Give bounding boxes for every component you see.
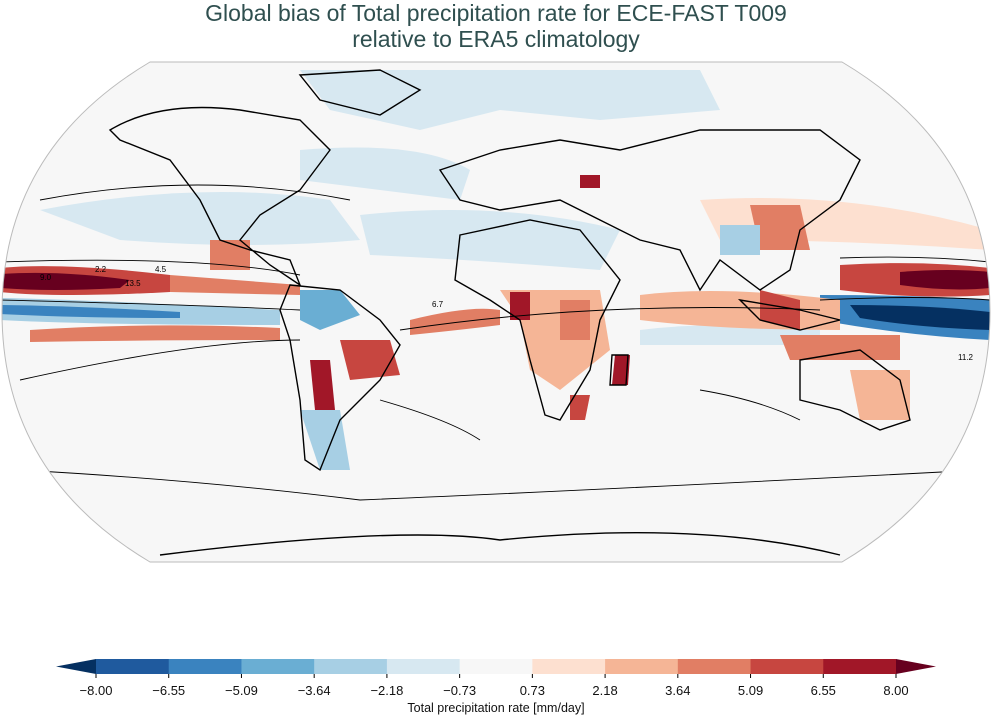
contour-lines <box>2 184 990 501</box>
title-line-1: Global bias of Total precipitation rate … <box>205 0 787 26</box>
colorbar-tick-label: 8.00 <box>883 683 909 698</box>
colorbar-tick-label: −0.73 <box>443 683 477 698</box>
colorbar-over-arrow <box>896 659 936 674</box>
colorbar-segment <box>677 659 752 674</box>
coastlines <box>108 69 911 556</box>
colorbar-tick-label: −6.55 <box>152 683 186 698</box>
colorbar-segment <box>605 659 679 674</box>
chart-title: Global bias of Total precipitation rate … <box>0 0 992 52</box>
colorbar-tick-label: −3.64 <box>297 683 331 698</box>
colorbar-label: Total precipitation rate [mm/day] <box>407 701 585 715</box>
colorbar-tick-label: −8.00 <box>79 683 113 698</box>
colorbar-tick-label: 6.55 <box>810 683 836 698</box>
contour-label: 9.0 <box>40 273 52 282</box>
colorbar-tick-label: 5.09 <box>737 683 764 698</box>
contour-label: 11.2 <box>958 353 974 362</box>
contour-label: 13.5 <box>125 279 141 288</box>
colorbar-segment <box>750 659 824 674</box>
colorbar-segment <box>823 659 897 674</box>
colorbar-tick-label: 0.73 <box>519 683 546 698</box>
contour-label: 2.2 <box>95 265 107 274</box>
colorbar-tick-label: −5.09 <box>225 683 258 698</box>
contour-label: 6.7 <box>432 300 444 309</box>
colorbar-segment <box>386 659 461 674</box>
colorbar-segment <box>168 659 242 674</box>
colorbar <box>56 659 936 678</box>
colorbar-segment <box>314 659 388 674</box>
colorbar-tick-label: 2.18 <box>592 683 618 698</box>
colorbar-segment <box>96 659 170 674</box>
contour-labels: 2.2 4.5 6.7 9.0 11.2 13.5 <box>40 265 974 362</box>
colorbar-tick-label: 3.64 <box>665 683 691 698</box>
colorbar-tick-label: −2.18 <box>370 683 404 698</box>
bias-field <box>2 62 990 562</box>
map-plot: 2.2 4.5 6.7 9.0 11.2 13.5 <box>1 61 991 563</box>
colorbar-segment <box>241 659 315 674</box>
colorbar-segment <box>459 659 533 674</box>
colorbar-segment <box>532 659 606 674</box>
title-line-2: relative to ERA5 climatology <box>352 26 640 52</box>
colorbar-under-arrow <box>56 659 96 674</box>
contour-label: 4.5 <box>155 265 167 274</box>
